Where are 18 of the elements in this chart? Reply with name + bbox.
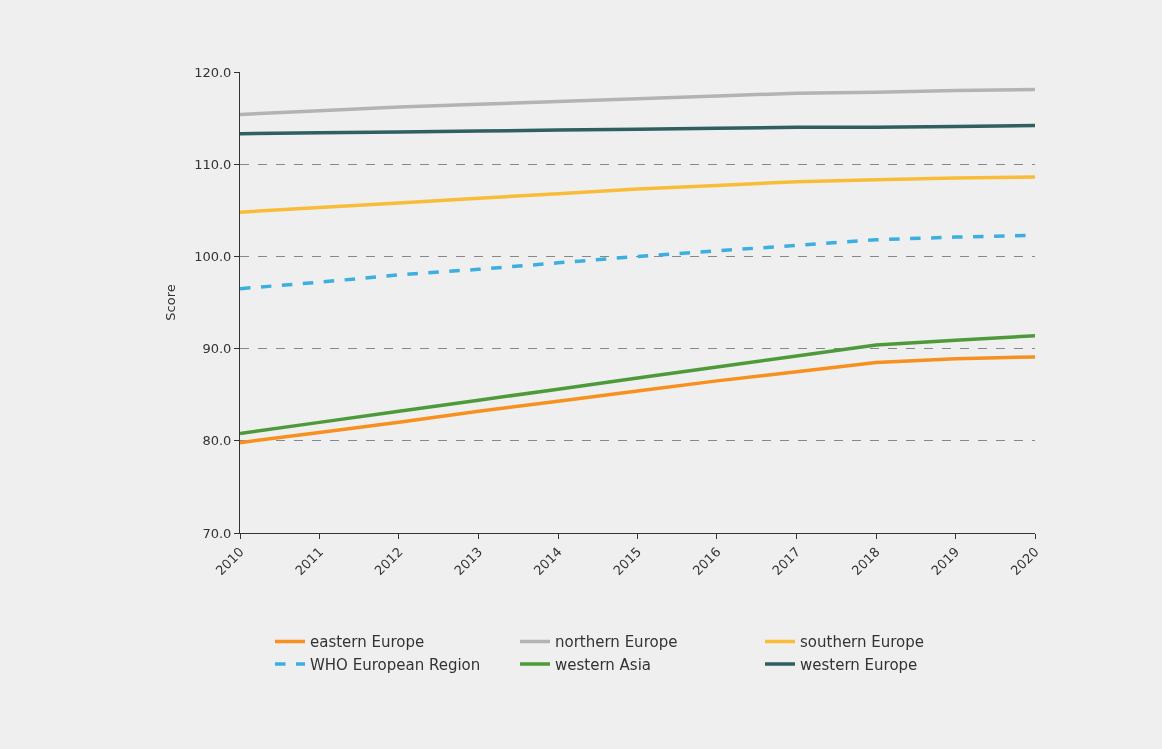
- y-tick-label: 100.0: [194, 248, 232, 264]
- line-series: [240, 355, 1035, 445]
- legend-label: northern Europe: [555, 633, 678, 652]
- line-series: [240, 175, 1035, 214]
- line-series: [240, 123, 1035, 136]
- y-tick-label: 70.0: [202, 525, 232, 541]
- legend-label: western Asia: [555, 655, 652, 674]
- y-tick-label: 90.0: [202, 341, 232, 357]
- line-series: [240, 87, 1035, 117]
- y-tick-label: 80.0: [202, 433, 232, 449]
- y-tick-label: 120.0: [194, 64, 232, 80]
- legend-label: WHO European Region: [310, 655, 481, 674]
- legend-label: eastern Europe: [310, 633, 425, 652]
- legend-label: southern Europe: [800, 633, 925, 652]
- legend-label: western Europe: [800, 655, 918, 674]
- y-axis-title: Score: [163, 284, 179, 321]
- y-tick-label: 110.0: [194, 156, 232, 172]
- line-series: [240, 333, 1035, 436]
